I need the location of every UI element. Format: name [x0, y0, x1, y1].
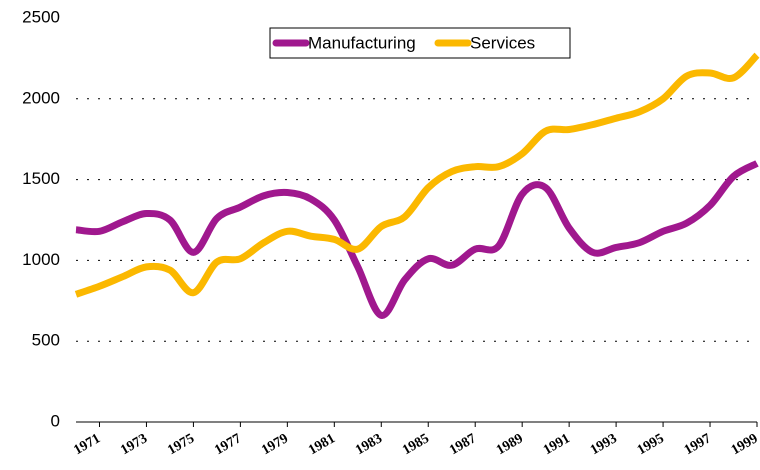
x-tick-label: 1973	[118, 431, 150, 458]
x-tick-label: 1989	[494, 431, 526, 458]
y-tick-label: 1000	[22, 250, 60, 269]
legend-box	[269, 27, 571, 59]
legend-label: Services	[470, 33, 535, 52]
x-tick-label: 1977	[212, 431, 244, 458]
x-tick-label: 1981	[306, 431, 338, 458]
x-tick-label: 1979	[259, 431, 291, 458]
x-tick-label: 1991	[541, 431, 573, 458]
x-tick-label: 1999	[729, 431, 760, 458]
line-series	[75, 160, 759, 319]
x-tick-label: 1997	[682, 431, 714, 458]
y-tick-label: 2500	[22, 7, 60, 26]
y-tick-label: 0	[51, 411, 60, 430]
legend-label: Manufacturing	[308, 33, 416, 52]
y-tick-label: 1500	[22, 169, 60, 188]
line-series	[74, 52, 760, 298]
x-tick-label: 1985	[400, 431, 432, 458]
x-tick-label: 1995	[635, 431, 667, 458]
x-tick-label: 1993	[588, 431, 620, 458]
x-tick-label: 1975	[165, 431, 197, 458]
y-tick-label: 2000	[22, 88, 60, 107]
x-tick-label: 1987	[447, 431, 479, 458]
x-tick-label: 1971	[71, 431, 103, 458]
x-tick-label: 1983	[353, 431, 385, 458]
y-tick-label: 500	[32, 331, 60, 350]
